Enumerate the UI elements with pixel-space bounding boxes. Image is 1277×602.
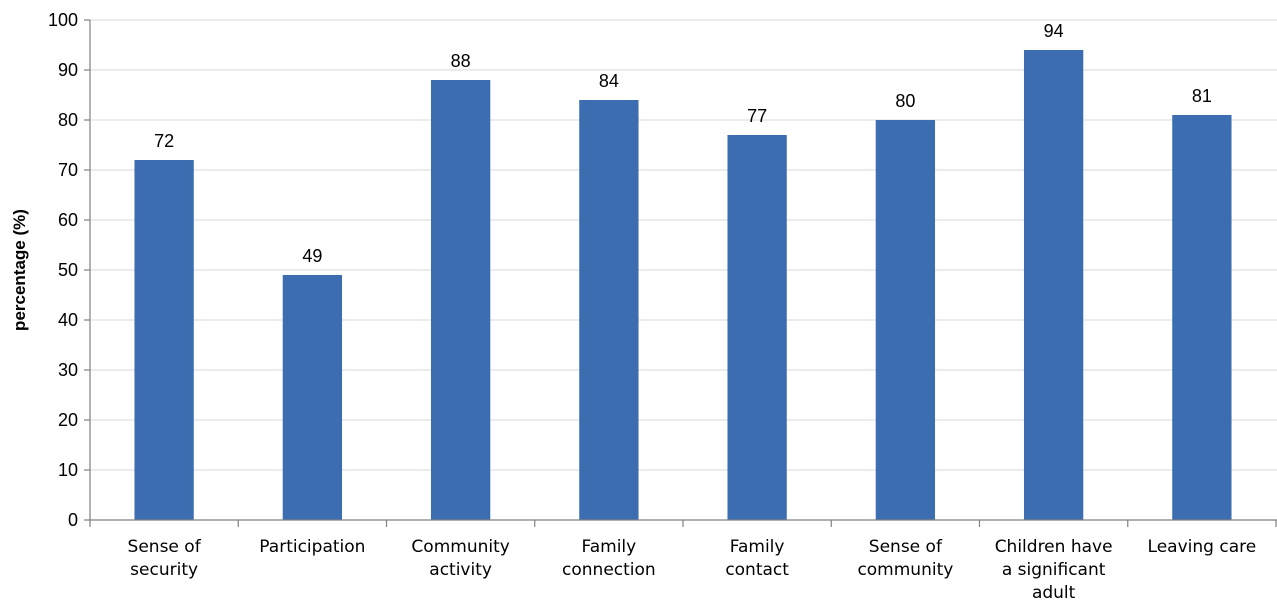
label-layer: 0 10 20 30 40 50 60 70 80 90 100 72 Sense of security…	[48, 10, 1256, 602]
bar-2	[430, 80, 491, 520]
x-category-label-line: community	[857, 560, 953, 580]
y-tick-label: 60	[58, 210, 78, 230]
y-axis-title: percentage (%)	[10, 209, 29, 331]
bar-4	[727, 135, 787, 520]
y-tick-label: 100	[48, 10, 78, 30]
data-label: 72	[154, 131, 174, 151]
data-label: 77	[747, 106, 767, 126]
x-category-label: Sense of security	[128, 537, 202, 580]
data-label: 94	[1044, 21, 1064, 41]
y-tick-label: 90	[58, 60, 78, 80]
x-category-label-line: Participation	[259, 537, 365, 557]
x-category-label: Family connection	[562, 537, 656, 580]
x-category-label-line: activity	[429, 560, 492, 580]
x-category-label: Leaving care	[1148, 537, 1257, 557]
data-label: 81	[1192, 86, 1212, 106]
axis-layer	[84, 19, 1277, 527]
grid-layer	[90, 19, 1277, 471]
x-category-label-line: Children have	[995, 537, 1113, 557]
x-category-label: Community activity	[411, 537, 509, 580]
x-category-label-line: Family	[730, 537, 785, 557]
x-category-label-line: contact	[725, 560, 789, 580]
y-tick-label: 50	[58, 260, 78, 280]
data-label: 49	[302, 246, 322, 266]
bar-3	[579, 100, 639, 520]
x-category-label-line: Community	[411, 537, 509, 557]
y-tick-label: 10	[58, 460, 78, 480]
bar-5	[875, 120, 936, 520]
x-category-label-line: Sense of	[869, 537, 943, 557]
bar-6	[1023, 50, 1084, 520]
bar-1	[282, 275, 343, 520]
bar-layer	[134, 50, 1232, 520]
y-tick-label: 80	[58, 110, 78, 130]
x-category-label: Family contact	[725, 537, 789, 580]
y-tick-label: 40	[58, 310, 78, 330]
x-category-label-line: security	[130, 560, 198, 580]
x-category-label: Sense of community	[857, 537, 953, 580]
x-category-label-line: Leaving care	[1148, 537, 1257, 557]
x-category-label-line: Family	[582, 537, 637, 557]
x-category-label-line: connection	[562, 560, 656, 580]
x-category-label-line: Sense of	[128, 537, 202, 557]
data-label: 88	[451, 51, 471, 71]
x-category-label: Children have a significant adult	[995, 537, 1113, 602]
x-category-label-line: adult	[1032, 583, 1076, 602]
y-tick-label: 30	[58, 360, 78, 380]
x-category-label-line: a significant	[1002, 560, 1106, 580]
x-category-label: Participation	[259, 537, 365, 557]
y-tick-label: 20	[58, 410, 78, 430]
y-tick-label: 0	[68, 510, 78, 530]
bar-0	[134, 160, 194, 520]
data-label: 84	[599, 71, 619, 91]
data-label: 80	[895, 91, 915, 111]
bar-7	[1172, 115, 1232, 520]
y-tick-label: 70	[58, 160, 78, 180]
